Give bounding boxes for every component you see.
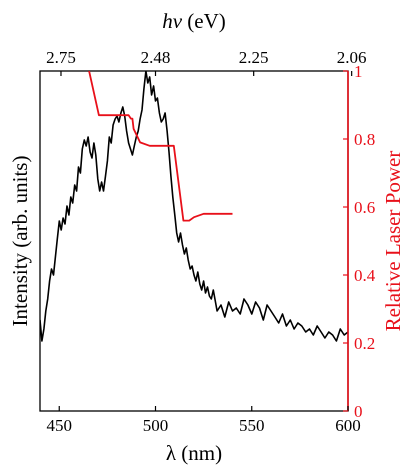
y2-tick-label: 0	[354, 402, 363, 421]
x2-axis-title-unit: (eV)	[182, 9, 226, 33]
y2-tick-label: 0.4	[354, 266, 376, 285]
x-tick-label: 600	[335, 416, 361, 435]
x-tick-label: 500	[143, 416, 169, 435]
x-tick-label: 450	[47, 416, 73, 435]
y2-tick-label: 1	[354, 62, 363, 81]
x2-tick-label: 2.75	[46, 48, 76, 67]
intensity-line	[40, 71, 348, 342]
y2-axis-title: Relative Laser Power	[381, 151, 405, 332]
x2-tick-label: 2.25	[239, 48, 269, 67]
x2-axis-title: hν (eV)	[162, 9, 226, 33]
x2-tick-label: 2.06	[337, 48, 367, 67]
plot-frame	[39, 70, 349, 412]
y2-tick-label: 0.2	[354, 334, 375, 353]
laser-power-line	[88, 71, 233, 222]
y2-tick-label: 0.6	[354, 198, 375, 217]
x2-axis-title-italic: hν	[162, 9, 183, 33]
y-axis-title: Intensity (arb. units)	[8, 156, 32, 327]
x-axis-title: λ (nm)	[166, 441, 222, 465]
x2-tick-label: 2.48	[141, 48, 171, 67]
x-tick-label: 550	[239, 416, 265, 435]
y2-tick-label: 0.8	[354, 130, 375, 149]
